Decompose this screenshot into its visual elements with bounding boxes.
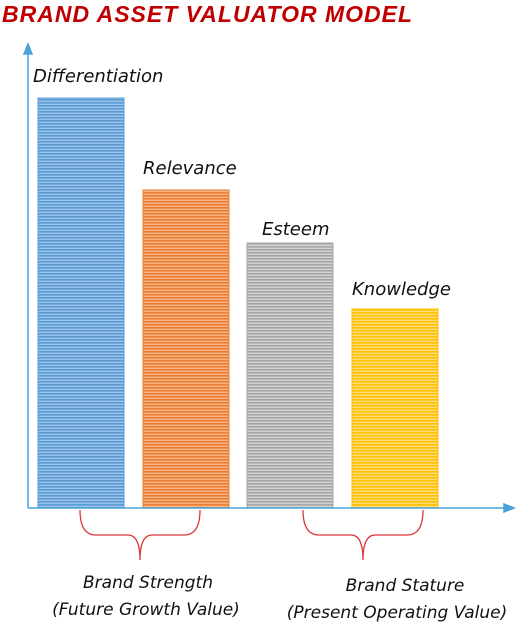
bar-label: Knowledge <box>352 279 451 300</box>
brace <box>79 509 201 561</box>
group-name: Brand Strength <box>83 573 213 593</box>
bar-label: Esteem <box>262 219 330 240</box>
arrow <box>22 41 34 55</box>
bar <box>351 308 439 509</box>
bar-label: Differentiation <box>33 66 163 87</box>
bar <box>246 242 334 509</box>
brace <box>302 509 424 561</box>
bar <box>37 97 125 509</box>
bar-label: Relevance <box>143 158 237 179</box>
title: BRAND ASSET VALUATOR MODEL <box>2 1 413 27</box>
arrow <box>503 502 517 514</box>
group-note: (Future Growth Value) <box>52 600 240 620</box>
group-name: Brand Stature <box>346 576 465 596</box>
axes <box>22 41 517 514</box>
bar <box>142 189 230 509</box>
group-note: (Present Operating Value) <box>287 603 507 623</box>
